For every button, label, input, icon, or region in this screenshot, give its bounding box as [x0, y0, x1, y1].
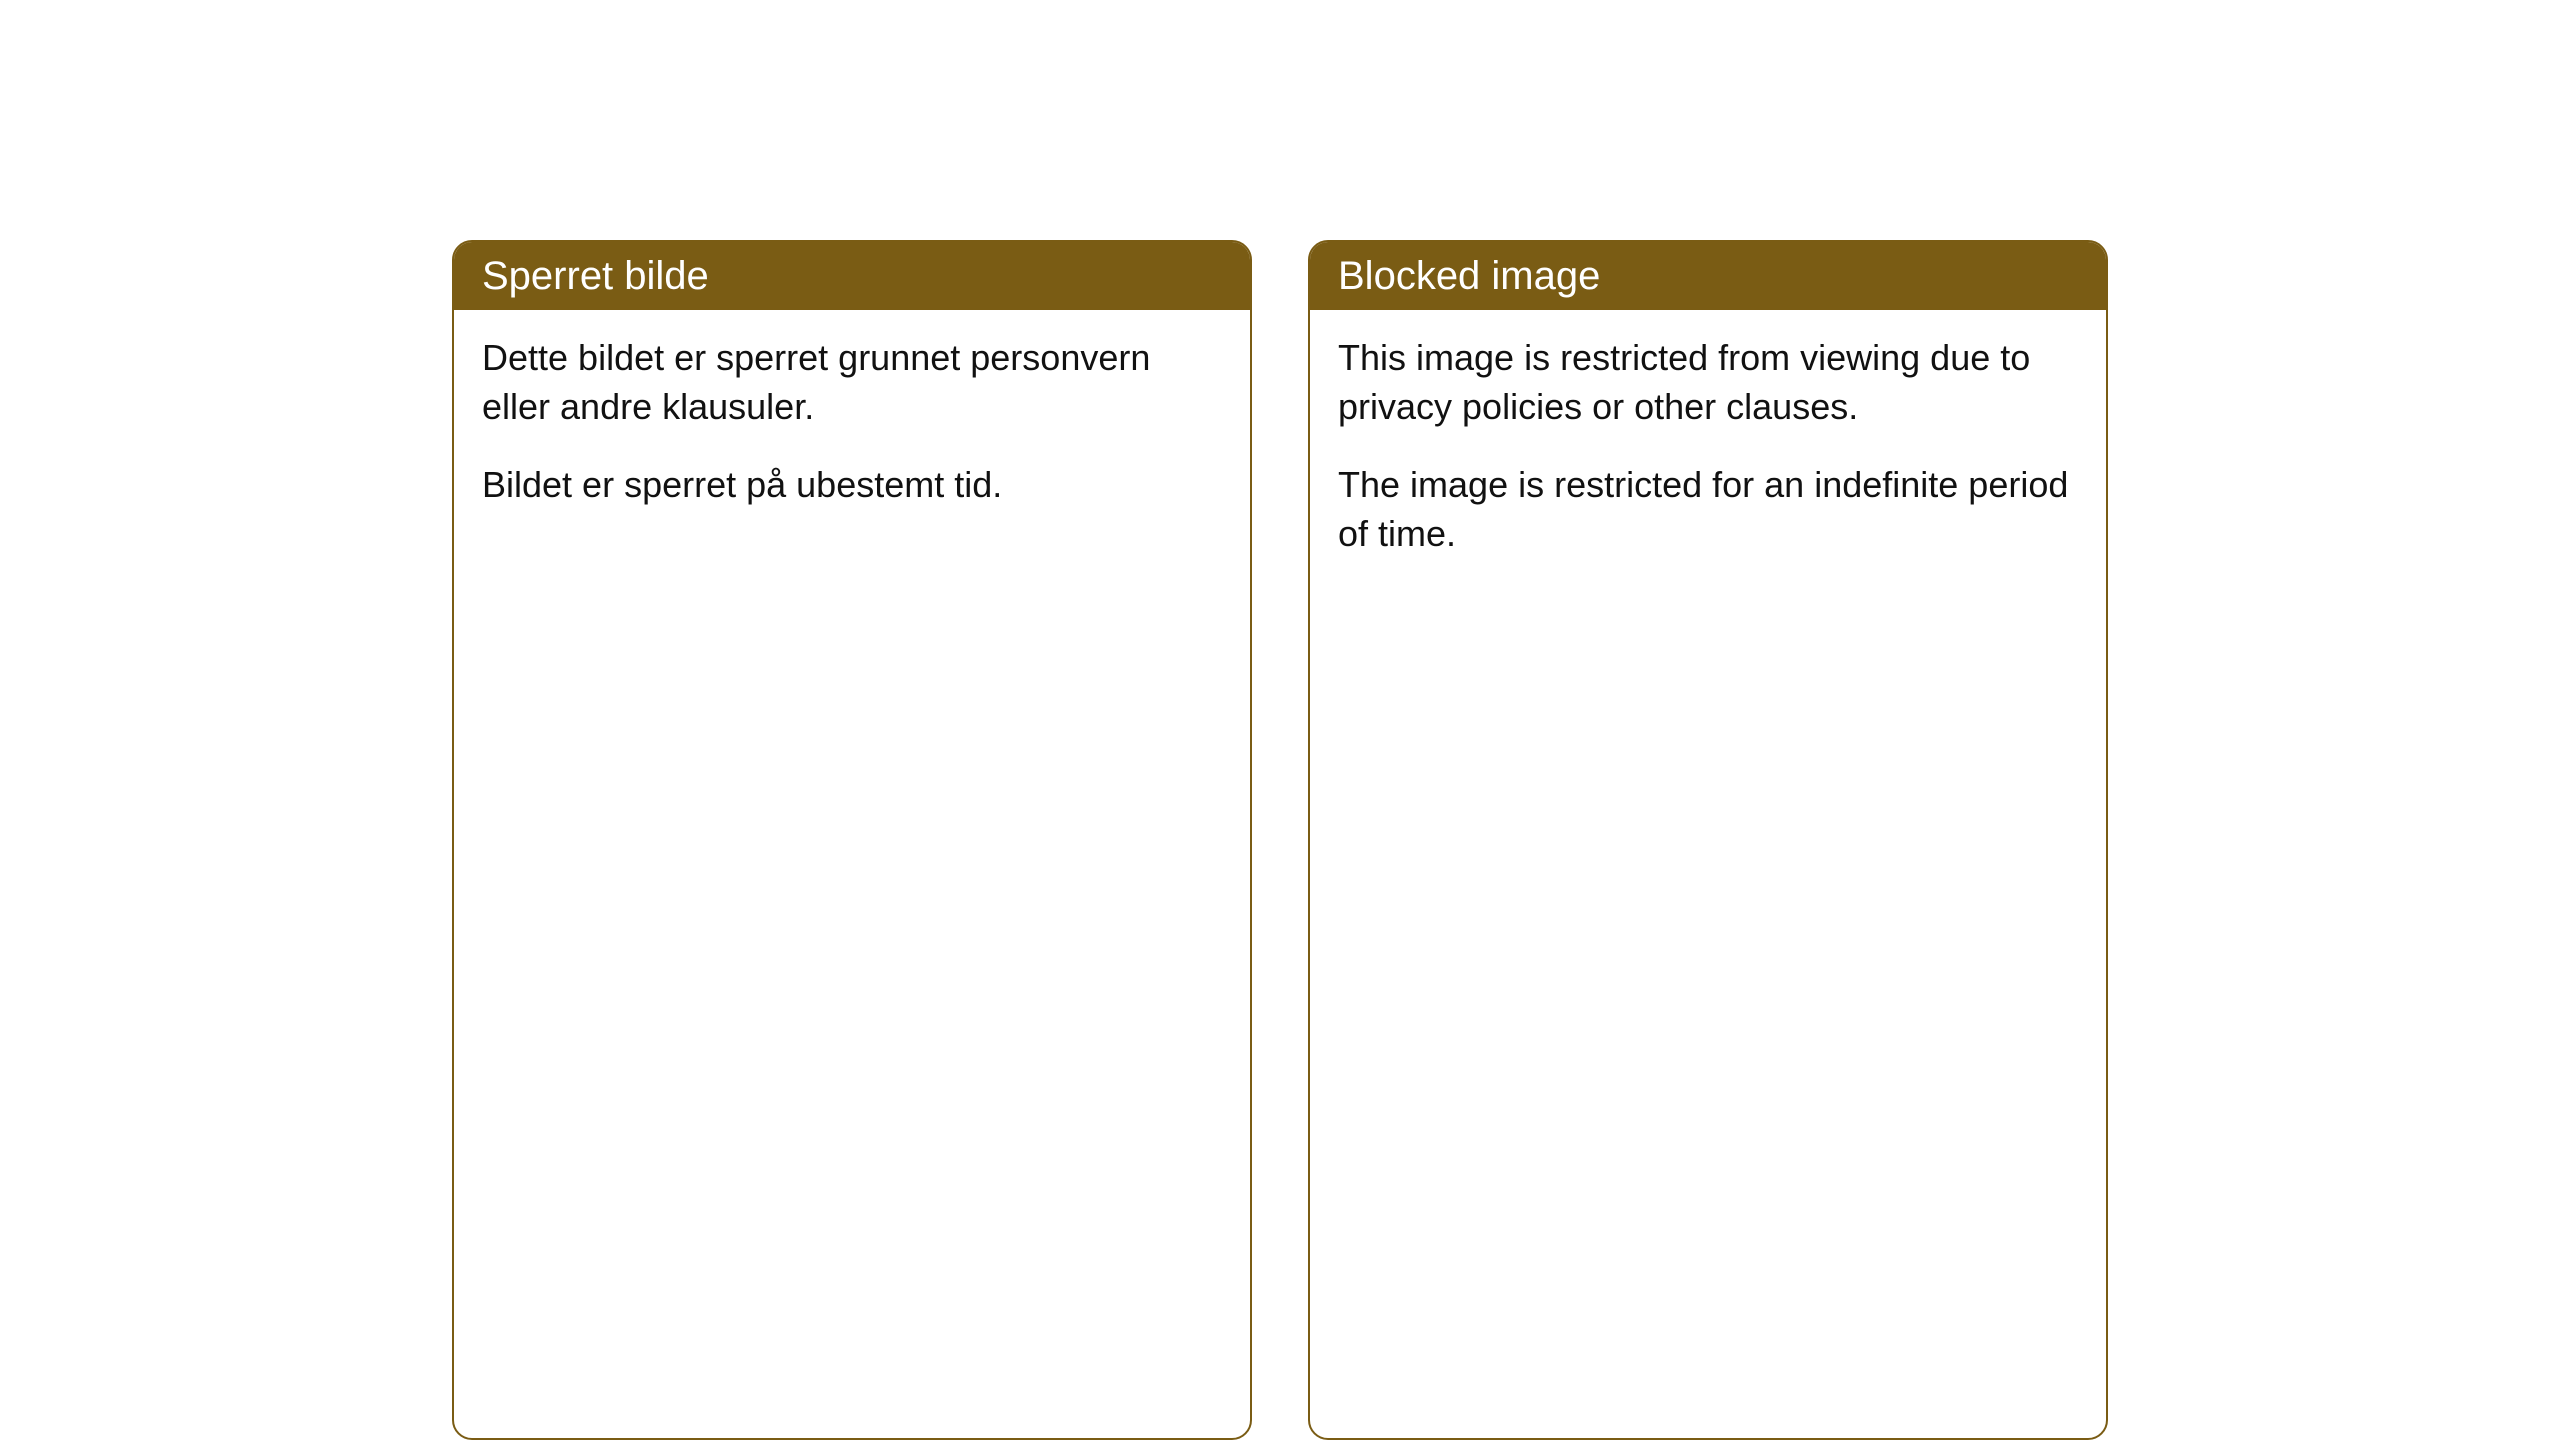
card-paragraph: Bildet er sperret på ubestemt tid.: [482, 461, 1222, 510]
card-body: Dette bildet er sperret grunnet personve…: [454, 310, 1250, 550]
card-body: This image is restricted from viewing du…: [1310, 310, 2106, 598]
notice-card-english: Blocked image This image is restricted f…: [1308, 240, 2108, 1440]
card-header: Sperret bilde: [454, 242, 1250, 310]
notice-container: Sperret bilde Dette bildet er sperret gr…: [452, 240, 2108, 1440]
card-paragraph: This image is restricted from viewing du…: [1338, 334, 2078, 431]
card-header: Blocked image: [1310, 242, 2106, 310]
card-paragraph: Dette bildet er sperret grunnet personve…: [482, 334, 1222, 431]
card-paragraph: The image is restricted for an indefinit…: [1338, 461, 2078, 558]
notice-card-norwegian: Sperret bilde Dette bildet er sperret gr…: [452, 240, 1252, 1440]
